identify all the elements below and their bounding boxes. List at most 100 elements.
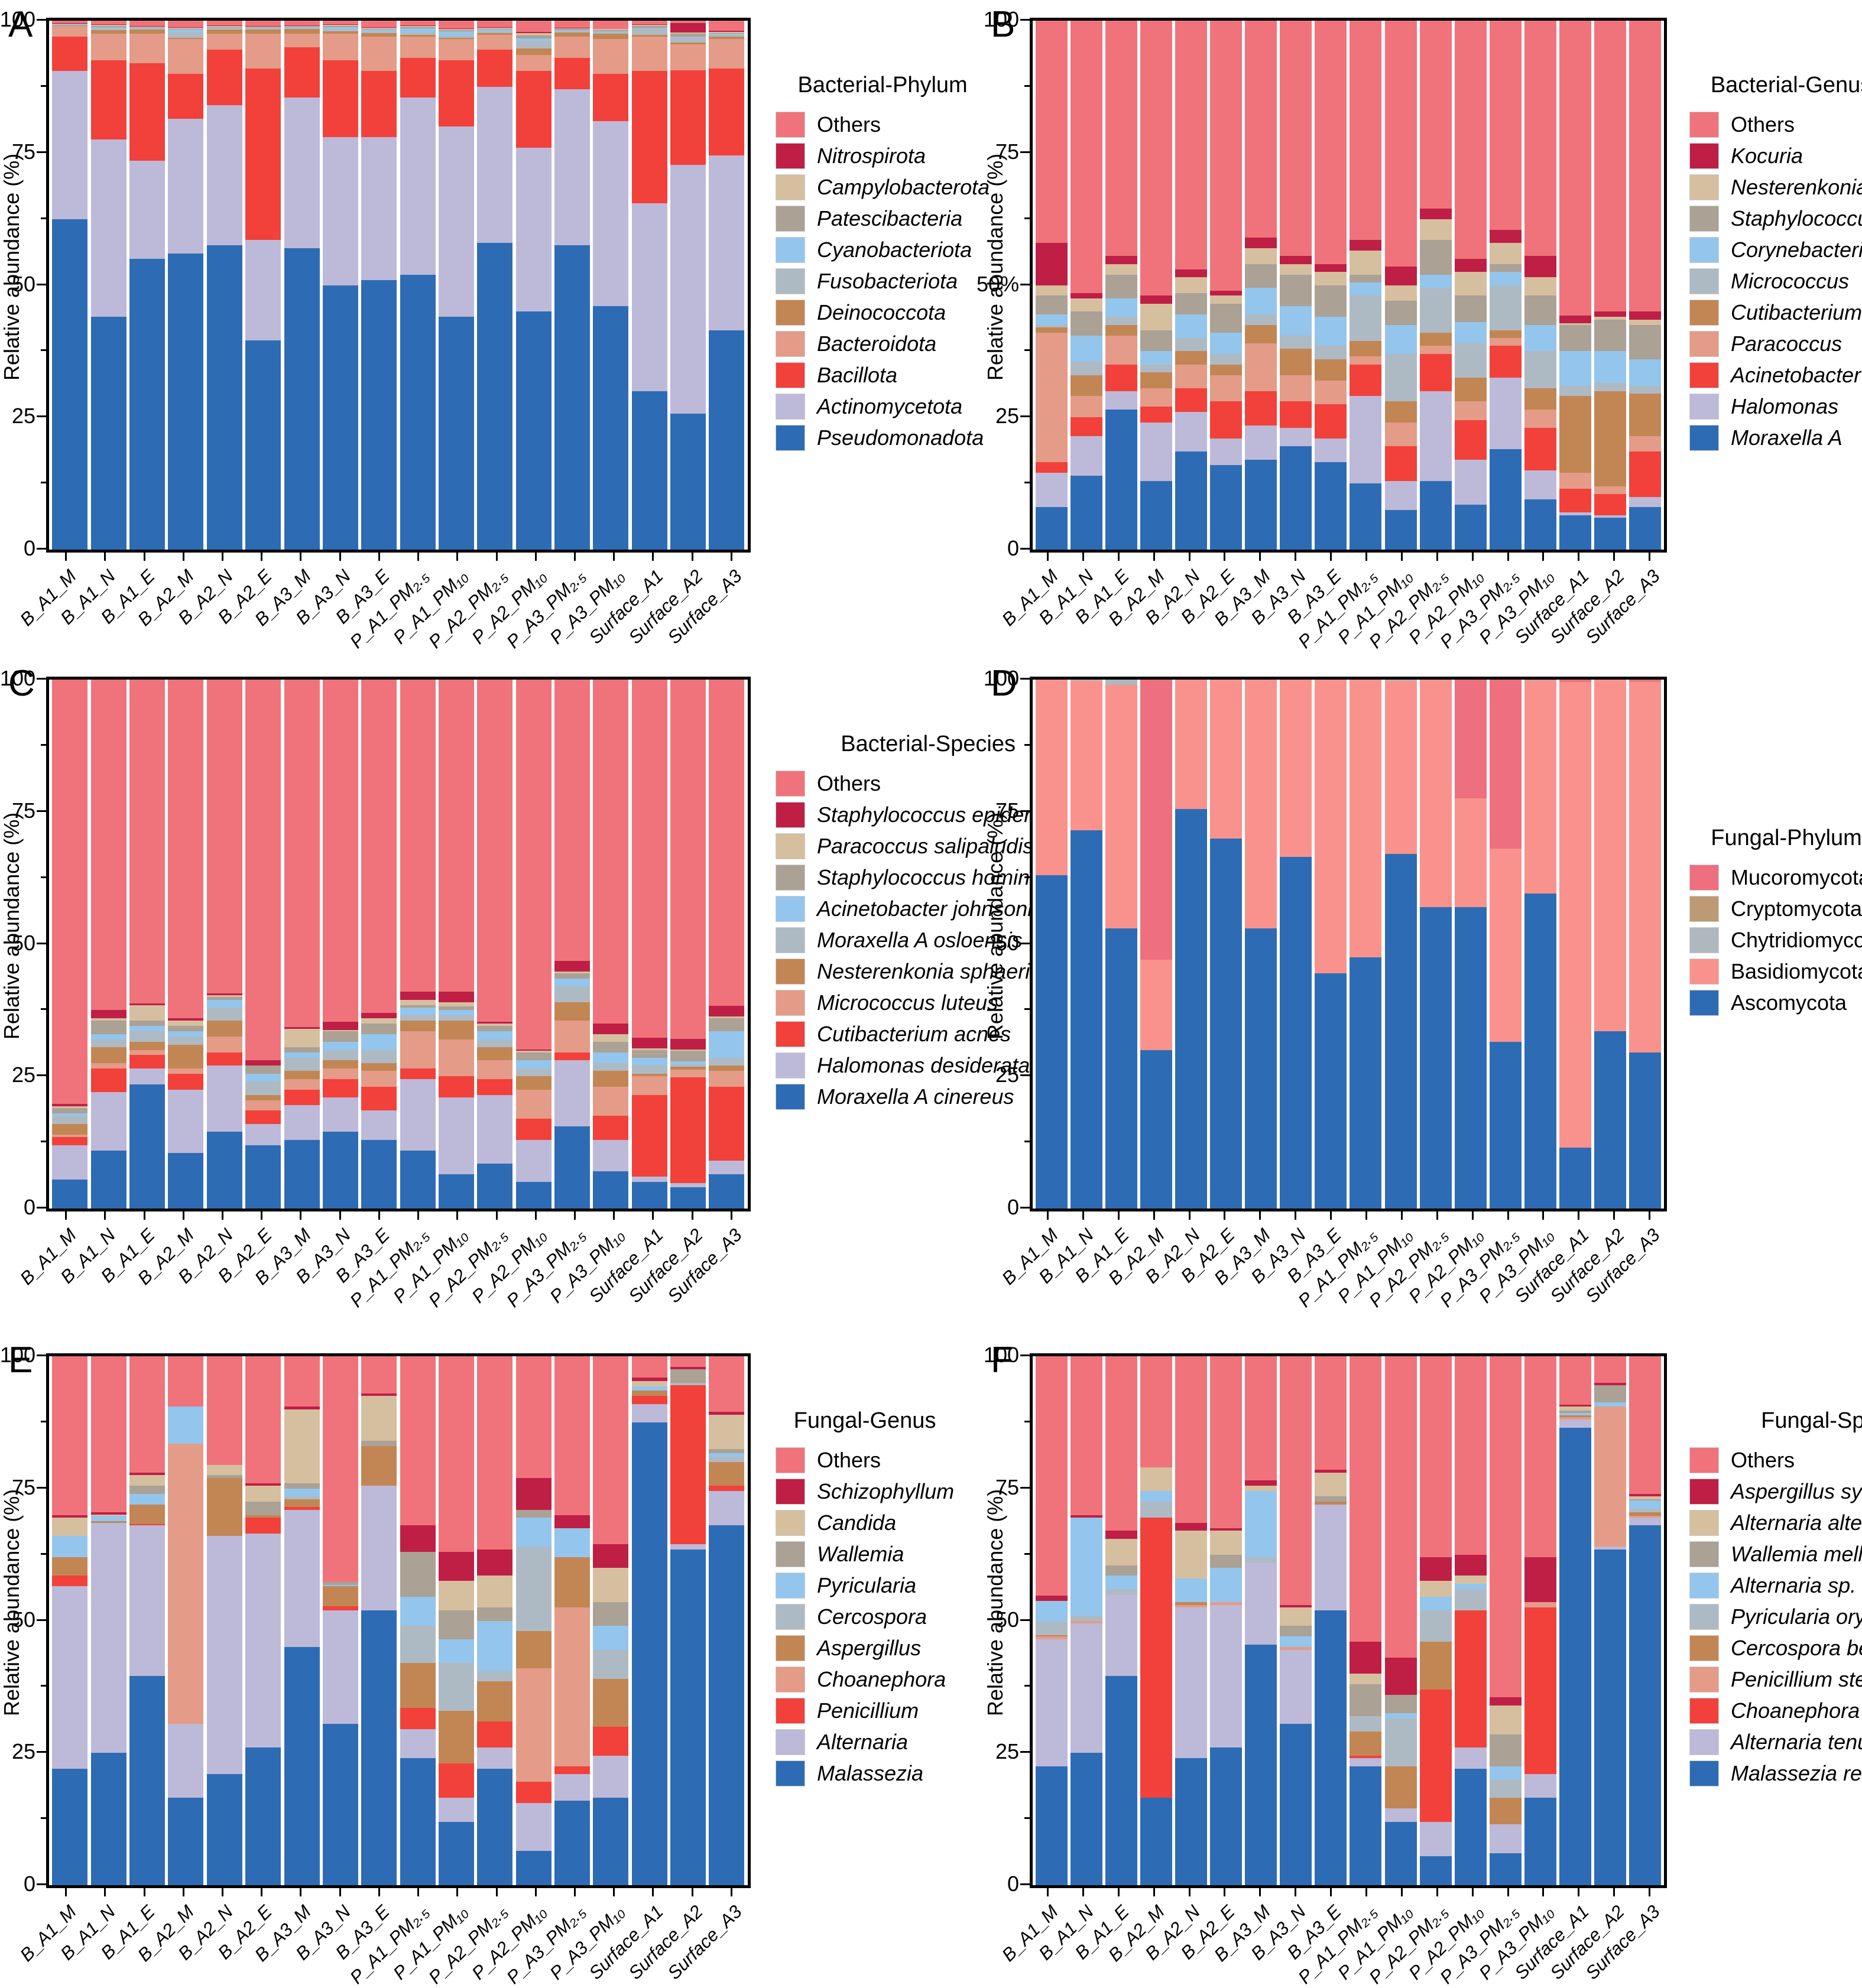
legend-swatch-icon xyxy=(776,299,805,326)
segment-schizophyllum xyxy=(593,1544,629,1568)
segment-moraxella-a-osloensis xyxy=(90,1039,126,1048)
segment-nesterenkonia xyxy=(1524,277,1556,296)
legend-e: Fungal-Genus Others Schizophyllum Candida Wa… xyxy=(776,1408,954,1789)
segment-moraxella-a-osloensis xyxy=(322,1050,358,1061)
segment-alternaria-alternata xyxy=(1419,1581,1452,1597)
bars-container xyxy=(1033,680,1664,1209)
x-tick-mark xyxy=(1649,1888,1651,1896)
bar-Surface_A1 xyxy=(631,1356,667,1885)
segment-staphylococcus xyxy=(1210,303,1243,333)
segment-wallemia xyxy=(593,1602,629,1626)
y-tick-label-25: 25 xyxy=(995,1063,1019,1087)
x-tick-mark xyxy=(1649,1211,1651,1220)
segment-paracoccus-salipaludis xyxy=(438,1002,474,1007)
x-tick-mark xyxy=(65,1888,67,1896)
segment-ascomycota xyxy=(1280,856,1312,1209)
segment-others xyxy=(1384,1356,1417,1658)
legend-item-campylobacterota: Campylobacterota xyxy=(776,171,990,203)
segment-actinomycetota xyxy=(554,89,591,246)
segment-deinococcota xyxy=(129,30,166,34)
legend-item-mucoromycota: Mucoromycota xyxy=(1689,862,1862,893)
segment-nesterenkonia-sphaerica xyxy=(400,1021,436,1032)
x-tick-mark xyxy=(222,1888,223,1896)
segment-alternaria xyxy=(554,1774,591,1801)
segment-schizophyllum xyxy=(515,1477,552,1510)
segment-alternaria-alternata xyxy=(1489,1705,1522,1734)
segment-halomonas xyxy=(1036,473,1068,508)
x-tick-mark xyxy=(1259,1211,1261,1220)
segment-paracoccus xyxy=(1454,401,1487,420)
segment-paracoccus-salipaludis xyxy=(631,1048,667,1050)
segment-kocuria xyxy=(1559,315,1591,323)
legend-label: Alternaria xyxy=(817,1729,909,1754)
segment-malassezia xyxy=(438,1821,474,1885)
segment-paracoccus-salipaludis xyxy=(670,1049,706,1051)
segment-alternaria xyxy=(670,1544,706,1550)
legend-swatch-icon xyxy=(776,142,805,169)
segment-fusobacteriota xyxy=(400,32,436,35)
segment-alternaria xyxy=(206,1536,242,1775)
segment-chytridiomycota xyxy=(1384,680,1417,681)
segment-pseudomonadota xyxy=(631,391,667,550)
segment-ascomycota xyxy=(1315,973,1347,1209)
segment-halomonas xyxy=(1071,436,1103,476)
x-tick-mark xyxy=(1046,1211,1049,1220)
segment-micrococcus-luteus xyxy=(52,1134,88,1138)
segment-nesterenkonia xyxy=(1105,264,1138,275)
segment-fusobacteriota xyxy=(90,28,126,31)
segment-staphylococcus-hominis xyxy=(670,1051,706,1062)
segment-patescibacteria xyxy=(129,27,166,28)
bar-B_A3_E xyxy=(1315,1356,1347,1885)
segment-nitrospirota xyxy=(206,25,242,26)
legend-item-wallemia-mellicola: Wallemia mellicola xyxy=(1689,1538,1862,1570)
segment-staphylococcus-hominis xyxy=(709,1018,745,1032)
legend-swatch-icon xyxy=(776,801,805,828)
segment-wallemia xyxy=(709,1448,745,1453)
legend-label: Cutibacterium acnes xyxy=(817,1021,1011,1046)
segment-nesterenkonia-sphaerica xyxy=(631,1073,667,1077)
segment-corynebacterium xyxy=(1489,272,1522,285)
segment-kocuria xyxy=(1175,269,1208,278)
segment-patescibacteria xyxy=(168,28,204,30)
segment-others xyxy=(593,680,629,1024)
segment-staphylococcus xyxy=(1489,264,1522,272)
segment-candida xyxy=(438,1581,474,1610)
x-tick-mark xyxy=(613,553,615,561)
segment-basidiomycota xyxy=(1594,680,1626,1032)
segment-cercospora xyxy=(593,1649,629,1679)
segment-malassezia xyxy=(245,1747,281,1885)
x-tick-mark xyxy=(1400,1888,1403,1896)
segment-ascomycota xyxy=(1419,907,1452,1209)
legend-label: Chytridiomycota xyxy=(1731,927,1862,952)
segment-schizophyllum xyxy=(284,1406,320,1409)
segment-cutibacterium-acnes xyxy=(52,1137,88,1145)
x-tick-mark xyxy=(1578,1211,1580,1220)
segment-micrococcus xyxy=(1384,353,1417,402)
segment-micrococcus-luteus xyxy=(400,1031,436,1068)
segment-choanephora-cucurbitarum xyxy=(1419,1689,1452,1822)
bar-Surface_A1 xyxy=(1559,680,1591,1209)
segment-moraxella-a xyxy=(1245,459,1277,550)
legend-label: Deinococcota xyxy=(817,300,946,324)
segment-acinetobacter xyxy=(1280,401,1312,428)
y-tick-mark xyxy=(37,1074,46,1077)
segment-halomonas-desiderata xyxy=(129,1068,166,1084)
segment-cutibacterium-acnes xyxy=(631,1094,667,1177)
segment-staphylococcus-epidermidis xyxy=(168,1018,204,1021)
legend-swatch-icon xyxy=(1689,393,1719,420)
segment-patescibacteria xyxy=(515,35,552,38)
legend-label: Penicillium steckii xyxy=(1731,1667,1862,1691)
bar-B_A2_N xyxy=(206,21,242,550)
segment-pseudomonadota xyxy=(554,245,591,550)
segment-deinococcota xyxy=(284,29,320,34)
segment-basidiomycota xyxy=(1315,680,1347,973)
segment-nitrospirota xyxy=(670,23,706,33)
segment-campylobacterota xyxy=(90,25,126,27)
segment-fusobacteriota xyxy=(709,35,745,37)
segment-pyricularia-oryzae xyxy=(1140,1502,1173,1518)
segment-halomonas xyxy=(1454,459,1487,505)
bar-P_A2_PM₁₀ xyxy=(1454,21,1487,550)
segment-malassezia-restricta xyxy=(1454,1769,1487,1885)
segment-moraxella-a xyxy=(1105,409,1138,550)
segment-penicillium xyxy=(400,1708,436,1729)
